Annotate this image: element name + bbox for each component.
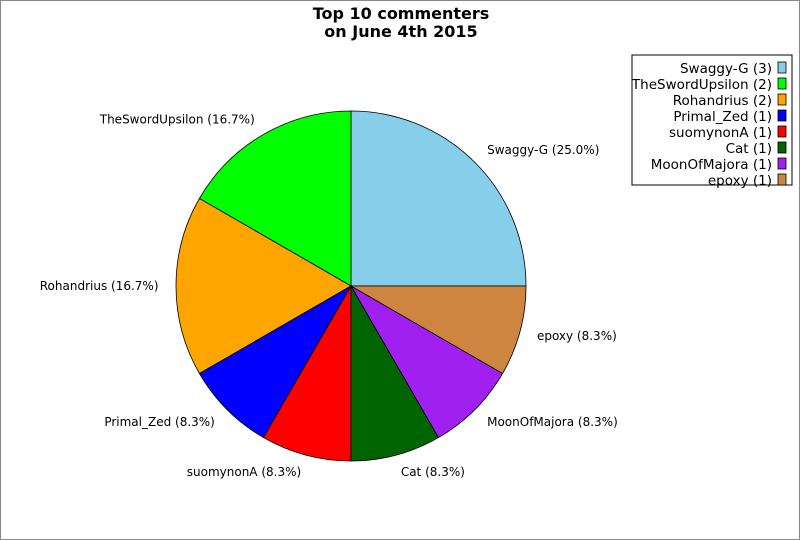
pie-slice-epoxy <box>349 285 527 375</box>
legend-swatch <box>777 157 787 170</box>
legend-swatch <box>777 173 787 186</box>
legend-entry: Cat (1) <box>726 141 772 157</box>
legend-entry: suomynonA (1) <box>669 125 772 141</box>
pie-slice-TheSwordUpsilon <box>198 110 352 287</box>
legend-swatch <box>777 109 787 122</box>
pie-slice-suomynonA <box>262 284 352 462</box>
legend-swatch <box>777 77 787 90</box>
legend-entry: Primal_Zed (1) <box>673 109 772 125</box>
legend-entry: MoonOfMajora (1) <box>651 157 772 173</box>
slice-label: epoxy (8.3%) <box>537 329 617 343</box>
legend-swatch <box>777 93 787 106</box>
slice-label: Primal_Zed (8.3%) <box>104 415 215 429</box>
pie-slice-MoonOfMajora <box>349 284 504 439</box>
pie-slice-Swaggy-G <box>350 110 527 287</box>
legend-box <box>631 54 793 186</box>
slice-label: suomynonA (8.3%) <box>187 465 301 479</box>
legend-entry: Swaggy-G (3) <box>680 61 772 77</box>
legend-entry: epoxy (1) <box>708 173 772 189</box>
legend-swatch <box>777 125 787 138</box>
slice-label: MoonOfMajora (8.3%) <box>487 415 618 429</box>
pie-slice-Cat <box>350 284 440 462</box>
legend-entry: TheSwordUpsilon (2) <box>631 77 772 93</box>
slice-label: Rohandrius (16.7%) <box>40 279 159 293</box>
chart-title-line-2: on June 4th 2015 <box>324 22 477 41</box>
slice-label: Cat (8.3%) <box>401 465 465 479</box>
legend-swatch <box>777 61 787 74</box>
pie-slice-Primal_Zed <box>198 284 353 439</box>
chart-title-line-1: Top 10 commenters <box>313 4 490 23</box>
legend-swatch <box>777 141 787 154</box>
legend-entry: Rohandrius (2) <box>673 93 772 109</box>
slice-label: Swaggy-G (25.0%) <box>487 143 599 157</box>
pie-slice-Rohandrius <box>175 197 352 375</box>
slice-label: TheSwordUpsilon (16.7%) <box>99 112 255 126</box>
